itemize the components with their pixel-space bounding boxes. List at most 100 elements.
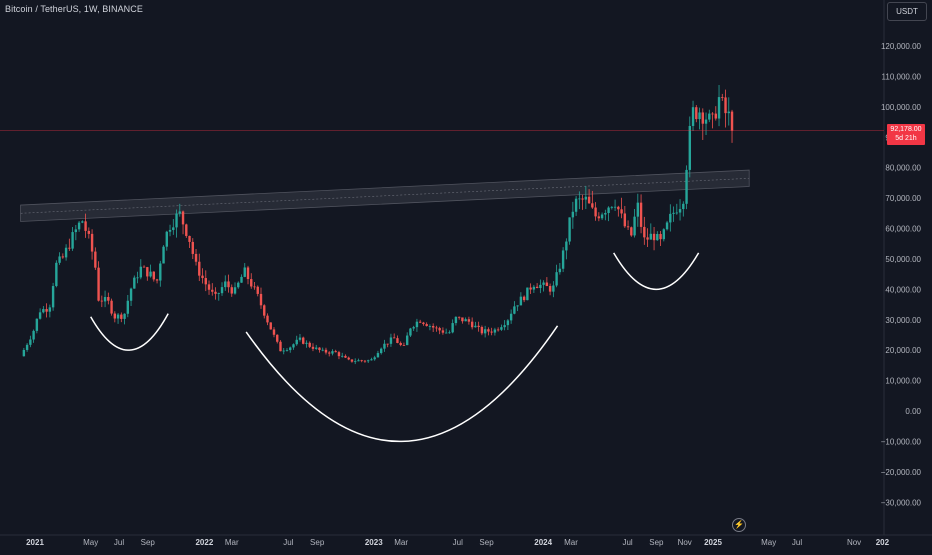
lightning-icon[interactable]: ⚡ — [732, 518, 746, 532]
time-tick-label: 2022 — [195, 538, 213, 547]
time-tick-label: Sep — [310, 538, 325, 547]
candle-body — [509, 313, 513, 321]
candle-body — [77, 222, 81, 230]
candle-body — [597, 216, 601, 219]
time-tick-label: Nov — [847, 538, 861, 547]
candle-body — [256, 286, 259, 294]
candle-body — [211, 289, 214, 292]
time-axis[interactable]: 2021 May Jul Sep 2022 Mar Jul Sep 2023 Mar Jul Sep 2… — [26, 538, 890, 547]
candle-body — [45, 309, 48, 312]
time-tick-label: 2024 — [534, 538, 552, 547]
candle-body — [272, 329, 276, 335]
time-tick-label: 2023 — [365, 538, 383, 547]
candle-body — [727, 111, 730, 114]
candle-body — [568, 217, 571, 242]
chart-title: Bitcoin / TetherUS, 1W, BINANCE — [5, 4, 143, 14]
candle-body — [724, 97, 727, 114]
candle-body — [350, 359, 354, 362]
time-tick-label: 2025 — [704, 538, 722, 547]
candle-body — [253, 286, 256, 288]
candle-body — [116, 314, 120, 319]
time-tick-label: Jul — [283, 538, 293, 547]
candle-body — [662, 229, 666, 240]
currency-button[interactable]: USDT — [887, 2, 927, 21]
candle-body — [565, 241, 568, 251]
annotation-arcs[interactable] — [90, 252, 700, 443]
candle-body — [181, 211, 185, 225]
time-tick-label: May — [761, 538, 776, 547]
candle-body — [81, 221, 84, 223]
candle-body — [467, 319, 471, 322]
time-tick-label: May — [83, 538, 98, 547]
price-tick-label: −20,000.00 — [881, 468, 922, 477]
candle-body — [155, 279, 159, 281]
candles — [22, 84, 734, 365]
candle-body — [487, 329, 490, 332]
candle-body — [64, 247, 68, 258]
price-tick-label: 110,000.00 — [882, 72, 922, 81]
candle-body — [142, 266, 146, 268]
candle-body — [604, 213, 607, 215]
resistance-band-midline — [20, 178, 750, 214]
candle-body — [633, 216, 636, 236]
candle-body — [464, 319, 467, 322]
candle-body — [542, 282, 545, 285]
time-tick-label: Mar — [394, 538, 408, 547]
candle-body — [451, 323, 454, 333]
candle-body — [405, 335, 409, 346]
candle-body — [97, 267, 100, 301]
candle-body — [383, 343, 386, 349]
resistance-band[interactable] — [20, 169, 750, 222]
candle-body — [198, 261, 201, 276]
candle-body — [279, 341, 282, 352]
candle-body — [201, 275, 204, 279]
candle-body — [571, 211, 575, 218]
candle-body — [87, 230, 91, 234]
candle-body — [607, 207, 610, 214]
candle-body — [682, 203, 685, 210]
candle-body — [123, 313, 126, 319]
candle-body — [321, 349, 324, 351]
candle-body — [51, 286, 55, 308]
candle-body — [412, 327, 415, 329]
candle-body — [503, 325, 506, 328]
price-axis[interactable]: 120,000.00110,000.00100,000.0090,000.008… — [881, 42, 922, 507]
candle-body — [120, 314, 123, 319]
candle-body — [535, 286, 539, 289]
candle-body — [100, 300, 104, 302]
candle-body — [360, 360, 363, 362]
candle-body — [675, 212, 679, 214]
candle-body — [302, 337, 305, 344]
candle-body — [730, 111, 734, 131]
candle-body — [548, 286, 552, 292]
candle-body — [532, 286, 536, 290]
candle-body — [448, 332, 451, 334]
candle-body — [48, 307, 52, 312]
price-tick-label: 0.00 — [905, 407, 921, 416]
candle-body — [133, 277, 136, 289]
candle-body — [328, 352, 331, 354]
cup-arc[interactable] — [613, 252, 700, 291]
candle-body — [84, 221, 87, 231]
candle-body — [529, 287, 532, 290]
candle-body — [308, 342, 311, 347]
bar-countdown-label: 5d 21h — [895, 135, 917, 142]
candle-body — [295, 339, 298, 345]
time-tick-label: 2021 — [26, 538, 44, 547]
candle-body — [435, 327, 438, 329]
time-tick-label: Jul — [453, 538, 463, 547]
candle-body — [441, 330, 445, 333]
candle-body — [74, 229, 78, 233]
cup-arc[interactable] — [90, 313, 169, 351]
candle-body — [646, 237, 649, 240]
candle-body — [220, 287, 224, 294]
candle-body — [688, 125, 691, 170]
cup-arc[interactable] — [245, 325, 559, 443]
candle-body — [266, 315, 269, 323]
candle-body — [545, 282, 549, 287]
candle-body — [188, 235, 191, 242]
candle-body — [600, 214, 604, 219]
candle-body — [415, 321, 419, 328]
